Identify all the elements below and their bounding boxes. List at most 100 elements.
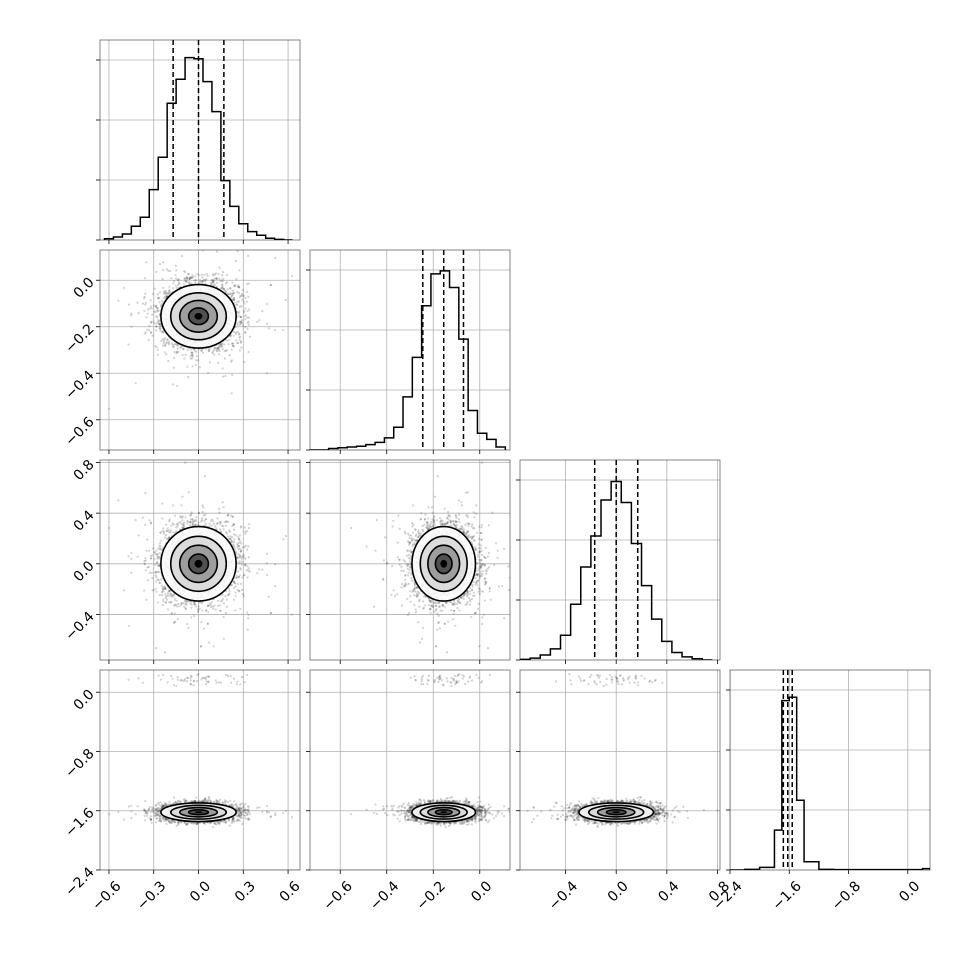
sample-point [236, 322, 239, 325]
sample-point [173, 343, 176, 346]
sample-point [207, 371, 210, 374]
sample-point [238, 336, 241, 339]
sample-point [175, 350, 178, 353]
sample-point [221, 284, 224, 287]
sample-point [194, 281, 197, 284]
sample-point [185, 277, 188, 280]
sample-point [232, 296, 235, 300]
sample-point [173, 357, 176, 360]
sample-point [256, 572, 259, 575]
sample-point [190, 276, 193, 279]
sample-point [191, 351, 194, 354]
sample-point [197, 348, 200, 351]
sample-point [170, 277, 173, 280]
sample-point [172, 279, 176, 282]
sample-point [157, 318, 160, 322]
sample-point [189, 355, 192, 358]
sample-point [217, 361, 220, 365]
sample-point [241, 321, 244, 325]
sample-point [193, 348, 196, 351]
sample-point [231, 342, 234, 345]
sample-point [130, 312, 133, 315]
sample-point [171, 383, 174, 386]
sample-point [230, 294, 233, 297]
sample-point [225, 349, 228, 352]
sample-point [144, 331, 147, 334]
sample-point [164, 290, 168, 293]
sample-point [151, 320, 154, 323]
sample-point [229, 287, 232, 290]
sample-point [165, 353, 168, 356]
sample-point [231, 344, 234, 347]
sample-point [248, 335, 251, 338]
sample-point [169, 291, 172, 294]
sample-point [153, 310, 156, 313]
sample-point [229, 335, 232, 338]
sample-point [233, 581, 236, 585]
sample-point [215, 281, 219, 284]
histogram-0 [103, 56, 293, 240]
sample-point [170, 342, 173, 345]
sample-point [188, 277, 191, 280]
sample-point [211, 350, 214, 353]
sample-point [154, 305, 158, 308]
sample-point [230, 359, 233, 362]
sample-point [204, 280, 207, 283]
sample-point [238, 237, 240, 239]
sample-point [274, 328, 277, 332]
sample-point [172, 282, 175, 285]
sample-point [143, 332, 146, 335]
sample-point [194, 279, 198, 282]
sample-point [155, 325, 158, 328]
sample-point [219, 280, 222, 283]
sample-point [156, 293, 159, 296]
sample-point [216, 346, 219, 350]
sample-point [156, 353, 159, 356]
sample-point [210, 282, 213, 285]
sample-point [238, 305, 242, 308]
density-level-4 [194, 312, 203, 320]
sample-point [164, 344, 167, 347]
sample-point [158, 326, 161, 329]
sample-point [217, 353, 221, 356]
sample-point [244, 331, 247, 334]
sample-point [225, 273, 228, 277]
sample-point [215, 349, 218, 352]
sample-point [256, 320, 259, 324]
sample-point [239, 315, 242, 318]
sample-point [241, 294, 244, 297]
sample-point [176, 344, 179, 347]
sample-point [145, 549, 148, 552]
sample-point [227, 292, 230, 296]
sample-point [236, 323, 239, 326]
sample-point [158, 547, 162, 550]
sample-point [239, 335, 242, 338]
sample-point [197, 359, 200, 362]
sample-point [237, 300, 240, 303]
sample-point [248, 316, 251, 319]
sample-point [130, 571, 133, 574]
sample-point [282, 329, 285, 332]
sample-point [207, 347, 210, 350]
sample-point [148, 307, 151, 310]
contour-2 [178, 299, 219, 333]
sample-point [122, 286, 125, 289]
sample-point [180, 345, 183, 349]
sample-point [208, 349, 211, 352]
sample-point [239, 341, 242, 344]
sample-point [225, 339, 228, 342]
sample-point [243, 309, 246, 312]
sample-point [156, 578, 159, 581]
sample-point [159, 329, 162, 332]
sample-point [190, 351, 193, 354]
sample-point [194, 364, 197, 367]
sample-point [171, 343, 174, 346]
sample-point [155, 322, 158, 325]
sample-point [177, 279, 180, 282]
sample-point [247, 282, 250, 285]
sample-point [190, 354, 193, 357]
sample-point [175, 277, 178, 280]
sample-point [152, 322, 156, 325]
sample-point [202, 278, 205, 281]
sample-point [240, 292, 243, 296]
